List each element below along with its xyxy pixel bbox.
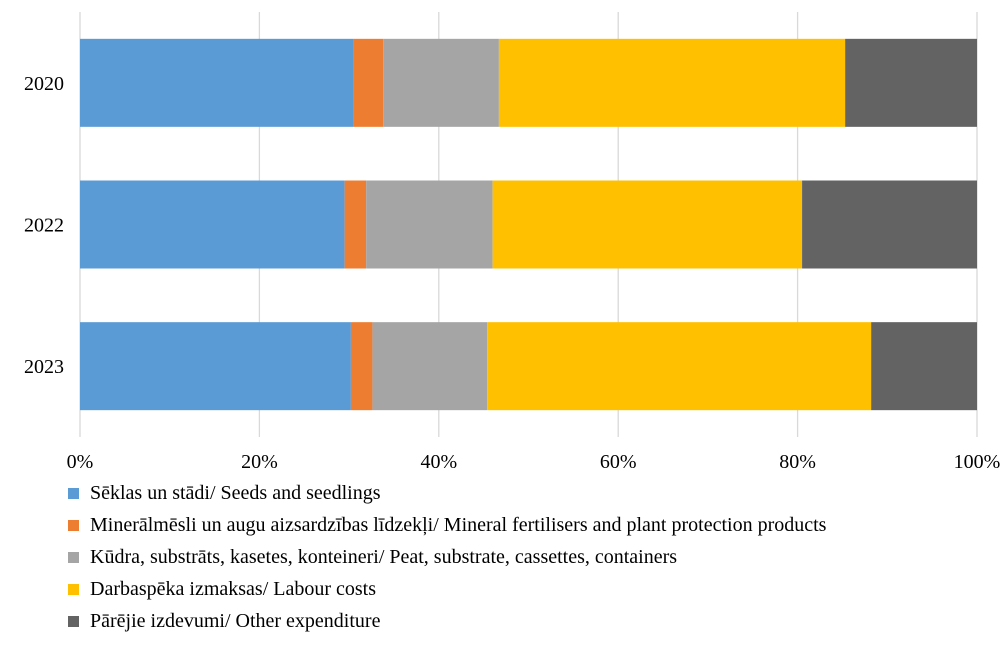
legend-label: Sēklas un stādi/ Seeds and seedlings <box>90 481 381 504</box>
legend-item: Minerālmēsli un augu aizsardzības līdzek… <box>68 509 826 541</box>
legend-item: Darbaspēka izmaksas/ Labour costs <box>68 573 826 605</box>
x-tick-label: 100% <box>954 451 1001 470</box>
legend-item: Kūdra, substrāts, kasetes, konteineri/ P… <box>68 541 826 573</box>
x-tick-label: 40% <box>420 451 457 470</box>
x-tick-label: 60% <box>600 451 637 470</box>
bar-segment <box>802 180 977 269</box>
y-tick-label: 2022 <box>24 215 64 237</box>
y-tick-label: 2020 <box>24 73 64 95</box>
legend-item: Sēklas un stādi/ Seeds and seedlings <box>68 477 826 509</box>
bar-segment <box>366 180 493 269</box>
x-tick-label: 80% <box>779 451 816 470</box>
bar-segment <box>80 322 351 411</box>
bar-segment <box>498 38 846 127</box>
bar-segment <box>487 322 872 411</box>
bar-segment <box>353 38 384 127</box>
legend-label: Pārējie izdevumi/ Other expenditure <box>90 609 381 632</box>
bar-segment <box>492 180 803 269</box>
y-tick-label: 2023 <box>24 356 64 378</box>
legend-swatch-peat <box>68 551 79 563</box>
legend-swatch-seeds <box>68 487 79 499</box>
bar-segment <box>80 38 354 127</box>
stacked-bar-chart: 2020 2022 2023 0% 20% 40% 60% 80% 100% <box>24 12 1001 470</box>
category-axis-labels: 2020 2022 2023 <box>24 73 64 378</box>
legend-label: Kūdra, substrāts, kasetes, konteineri/ P… <box>90 545 678 568</box>
x-tick-label: 20% <box>241 451 278 470</box>
bar-segment <box>350 322 373 411</box>
legend-label: Minerālmēsli un augu aizsardzības līdzek… <box>90 513 827 536</box>
x-tick-label: 0% <box>67 451 94 470</box>
legend-swatch-other <box>68 615 79 627</box>
legend-swatch-fertilisers <box>68 519 79 531</box>
bar-segment <box>80 180 345 269</box>
legend-label: Darbaspēka izmaksas/ Labour costs <box>90 577 377 600</box>
legend-swatch-labour <box>68 583 79 595</box>
legend-item: Pārējie izdevumi/ Other expenditure <box>68 605 826 637</box>
bar-segment <box>845 38 977 127</box>
bar-segment <box>871 322 977 411</box>
bar-segment <box>344 180 367 269</box>
bar-segment <box>383 38 499 127</box>
value-axis-labels: 0% 20% 40% 60% 80% 100% <box>67 451 1001 470</box>
bars <box>80 38 977 411</box>
bar-segment <box>372 322 488 411</box>
legend: Sēklas un stādi/ Seeds and seedlings Min… <box>68 477 826 637</box>
